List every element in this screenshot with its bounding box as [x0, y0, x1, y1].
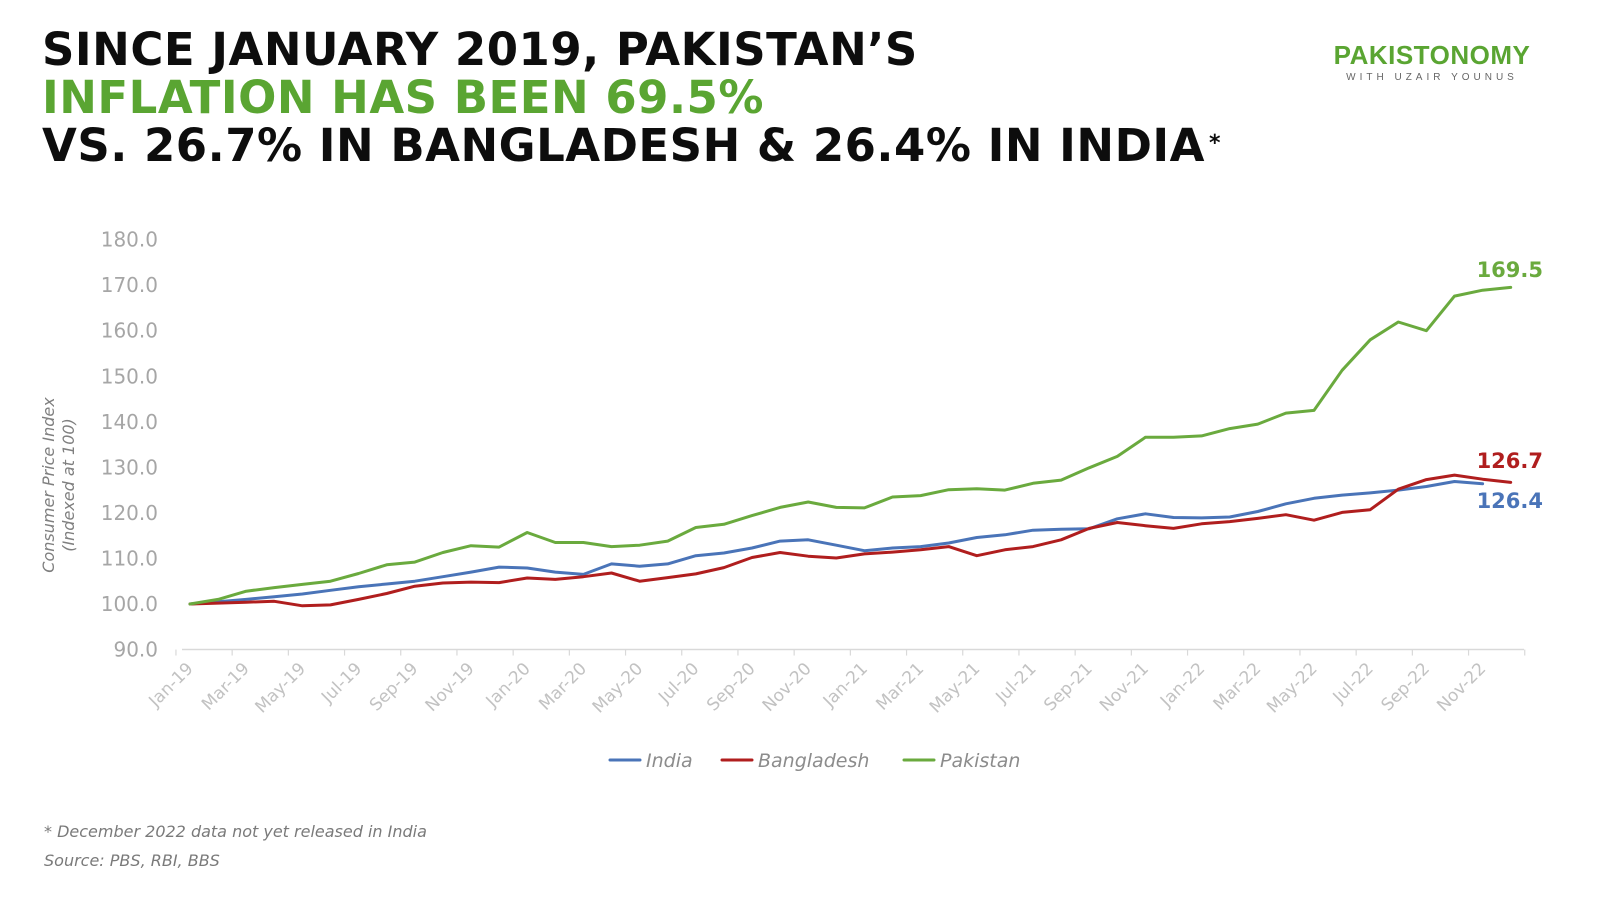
- end-label-pakistan: 169.5: [1477, 258, 1543, 282]
- source-note: Source: PBS, RBI, BBS: [44, 851, 220, 870]
- x-tick-label: Nov-20: [759, 659, 816, 716]
- chart-title: SINCE JANUARY 2019, PAKISTAN’S INFLATION…: [42, 26, 1221, 170]
- x-tick-label: Jan-22: [1156, 659, 1209, 712]
- x-tick-label: Jul-21: [992, 659, 1041, 708]
- x-tick-label: Jan-19: [145, 659, 198, 712]
- x-tick-label: May-22: [1263, 659, 1321, 717]
- x-tick-label: Mar-20: [535, 659, 591, 715]
- y-tick-label: 130.0: [101, 455, 158, 479]
- logo-name: PAKISTONOMY: [1333, 40, 1531, 70]
- title-line-1: SINCE JANUARY 2019, PAKISTAN’S: [42, 23, 918, 76]
- x-tick-label: Jan-21: [819, 659, 872, 712]
- x-tick-label: May-19: [252, 659, 310, 717]
- series-line-pakistan: [188, 285, 1513, 606]
- y-tick-label: 100.0: [101, 592, 158, 616]
- end-label-india: 126.4: [1477, 489, 1543, 513]
- title-line-2: INFLATION HAS BEEN 69.5%: [42, 71, 764, 124]
- x-tick-label: Jul-20: [654, 659, 703, 708]
- x-tick-label: May-20: [589, 659, 647, 717]
- end-label-bangladesh: 126.7: [1477, 449, 1543, 473]
- series-line-india: [188, 480, 1485, 606]
- x-tick-label: Mar-19: [198, 659, 254, 715]
- x-tick-label: Jan-20: [482, 659, 535, 712]
- y-tick-label: 160.0: [101, 319, 158, 343]
- y-tick-label: 90.0: [113, 638, 158, 662]
- y-axis-title-line-2: (Indexed at 100): [59, 418, 78, 552]
- legend-label-pakistan: Pakistan: [940, 750, 1020, 772]
- x-tick-label: Mar-21: [872, 659, 928, 715]
- x-tick-label: Sep-22: [1377, 659, 1433, 715]
- x-tick-label: Sep-20: [703, 659, 759, 715]
- brand-logo: PAKISTONOMY WITH UZAIR YOUNUS: [1312, 40, 1552, 84]
- y-tick-label: 180.0: [101, 228, 158, 252]
- footnote: * December 2022 data not yet released in…: [44, 822, 427, 841]
- title-asterisk: *: [1209, 131, 1222, 156]
- x-tick-label: Sep-21: [1040, 659, 1096, 715]
- x-tick-label: Nov-22: [1433, 659, 1490, 716]
- x-tick-label: Nov-19: [422, 659, 479, 716]
- x-tick-label: Mar-22: [1210, 659, 1266, 715]
- logo-subtitle: WITH UZAIR YOUNUS: [1346, 72, 1518, 83]
- x-tick-label: May-21: [926, 659, 984, 717]
- x-tick-label: Jul-22: [1329, 659, 1378, 708]
- title-line-3-text: VS. 26.7% IN BANGLADESH & 26.4% IN INDIA: [42, 119, 1205, 172]
- legend-label-india: India: [646, 750, 693, 772]
- x-tick-label: Sep-19: [366, 659, 422, 715]
- series-line-bangladesh: [188, 473, 1513, 608]
- x-tick-label: Jul-19: [317, 659, 366, 708]
- title-line-3: VS. 26.7% IN BANGLADESH & 26.4% IN INDIA…: [42, 122, 1221, 170]
- y-tick-label: 140.0: [101, 410, 158, 434]
- x-tick-label: Nov-21: [1096, 659, 1153, 716]
- y-tick-label: 150.0: [101, 364, 158, 388]
- legend-label-bangladesh: Bangladesh: [758, 750, 869, 772]
- line-chart: 90.0 100.0 110.0 120.0 130.0 140.0 150.0 160.0 1…: [39, 228, 1543, 772]
- y-axis-title-line-1: Consumer Price Index: [39, 397, 58, 573]
- y-tick-label: 120.0: [101, 501, 158, 525]
- y-tick-label: 170.0: [101, 273, 158, 297]
- y-tick-label: 110.0: [101, 546, 158, 570]
